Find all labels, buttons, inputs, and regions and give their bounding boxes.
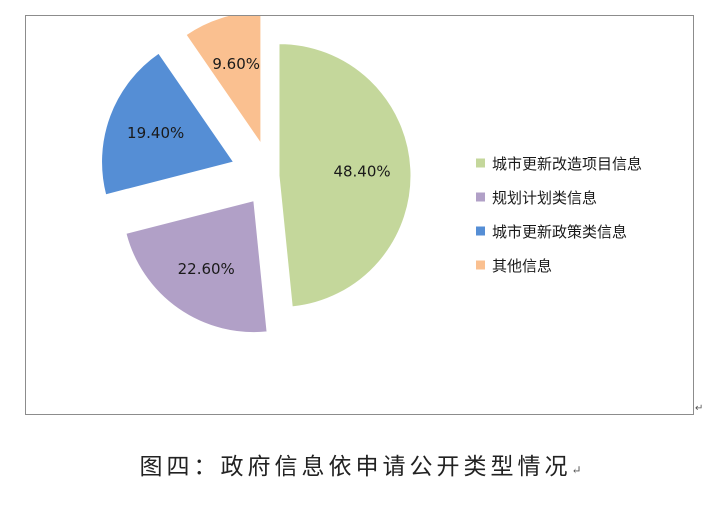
pie-chart: 48.40% 22.60% 19.40% 9.60% 城市更新改造项目信息规划计划类信… bbox=[101, 16, 642, 334]
slice-data-label: 9.60% bbox=[212, 55, 260, 73]
chart-frame: 48.40% 22.60% 19.40% 9.60% 城市更新改造项目信息 规划计划类信… bbox=[25, 15, 694, 415]
slice-data-label: 48.40% bbox=[333, 162, 390, 180]
paragraph-mark: ↵ bbox=[695, 403, 704, 414]
slice-data-label: 22.60% bbox=[178, 260, 235, 278]
figure-caption: 图四：政府信息依申请公开类型情况↵ bbox=[0, 447, 721, 481]
pie-slice bbox=[278, 43, 412, 308]
legend-swatch bbox=[476, 158, 485, 168]
legend-swatch bbox=[476, 260, 485, 270]
pie-slice bbox=[125, 199, 268, 334]
slice-data-label: 19.40% bbox=[127, 124, 184, 142]
legend-swatch bbox=[476, 226, 485, 236]
slices-layer bbox=[101, 16, 412, 334]
legend-label: 城市更新改造项目信息 bbox=[492, 155, 642, 173]
caption-paragraph-mark: ↵ bbox=[571, 463, 582, 477]
pie-slice bbox=[185, 16, 262, 146]
legend-label: 规划计划类信息 bbox=[492, 189, 597, 207]
legend-swatch bbox=[476, 192, 485, 202]
caption-text: 图四：政府信息依申请公开类型情况 bbox=[139, 454, 572, 480]
legend-label: 城市更新政策类信息 bbox=[492, 223, 627, 241]
labels-layer: 48.40% 22.60% 19.40% 9.60% bbox=[127, 55, 391, 278]
pie-slice bbox=[101, 52, 235, 196]
legend-label: 其他信息 bbox=[492, 257, 552, 275]
